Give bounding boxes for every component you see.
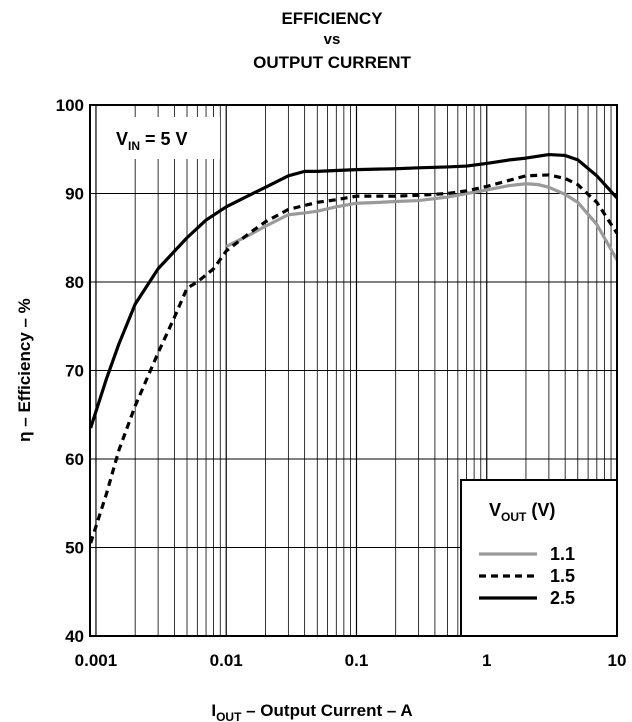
y-tick-label: 90: [65, 185, 84, 204]
legend-title-main: V: [489, 500, 501, 520]
series-lines: [89, 152, 619, 544]
x-axis-label-main: I: [211, 701, 216, 720]
x-axis-label-sub: OUT: [216, 710, 242, 722]
x-tick-label: 0.01: [210, 651, 243, 670]
y-tick-label: 60: [65, 450, 84, 469]
legend-title: VOUT (V): [489, 500, 555, 524]
y-tick-label: 40: [65, 627, 84, 646]
legend: VOUT (V) 1.11.52.5: [460, 479, 618, 637]
legend-title-rest: (V): [526, 500, 555, 520]
series-line-2-5: [89, 152, 619, 429]
x-tick-label: 0.1: [345, 651, 369, 670]
tick-labels: 40 50 60 70 80 90 100 0.001 0.01 0.1 1 10: [56, 96, 627, 670]
legend-label-1-1: 1.1: [550, 544, 575, 564]
y-tick-label: 70: [65, 362, 84, 381]
x-tick-label: 1: [482, 651, 491, 670]
plot-frame: [89, 104, 618, 637]
vin-annotation-rest: = 5 V: [140, 129, 188, 149]
y-axis-label: η – Efficiency – %: [15, 298, 34, 442]
legend-title-sub: OUT: [501, 510, 527, 524]
x-tick-label: 10: [608, 651, 627, 670]
vin-annotation-main: V: [116, 129, 128, 149]
y-tick-label: 50: [65, 539, 84, 558]
vin-annotation-sub: IN: [128, 139, 140, 153]
legend-label-1-5: 1.5: [550, 566, 575, 586]
x-tick-label: 0.001: [75, 651, 118, 670]
x-axis-label: IOUT – Output Current – A: [211, 701, 412, 722]
svg-text:VIN = 5 V: VIN = 5 V: [116, 129, 188, 153]
y-tick-label: 100: [56, 96, 84, 115]
x-axis-label-rest: – Output Current – A: [241, 701, 412, 720]
y-tick-label: 80: [65, 273, 84, 292]
legend-label-2-5: 2.5: [550, 588, 575, 608]
vin-annotation: VIN = 5 V: [104, 117, 220, 159]
chart-title-line1: EFFICIENCY: [281, 9, 383, 28]
series-line-1-5: [89, 173, 619, 544]
legend-box: [460, 479, 618, 637]
chart-title-line3: OUTPUT CURRENT: [253, 53, 411, 72]
chart-title-line2: vs: [324, 31, 341, 48]
series-line-1-1: [225, 182, 619, 261]
